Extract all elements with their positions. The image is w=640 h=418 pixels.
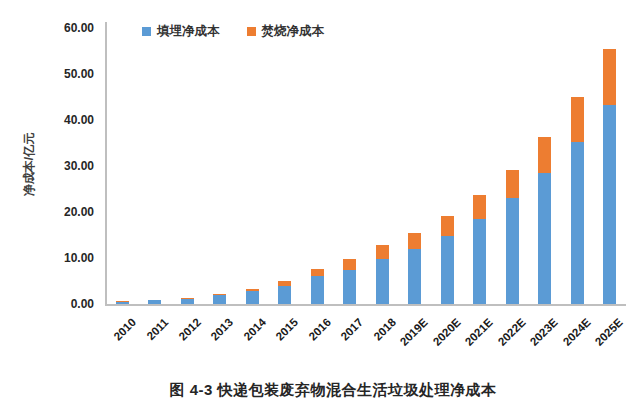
bar-segment-焚烧净成本-2020E bbox=[441, 216, 454, 236]
legend-label: 焚烧净成本 bbox=[262, 23, 325, 40]
x-tick-label-2015: 2015 bbox=[274, 316, 301, 343]
bar-2012 bbox=[181, 298, 194, 304]
bar-segment-焚烧净成本-2024E bbox=[571, 97, 584, 143]
bar-segment-焚烧净成本-2018 bbox=[376, 245, 389, 259]
x-tick-label-2014: 2014 bbox=[241, 316, 268, 343]
x-tick-label-2010: 2010 bbox=[111, 316, 138, 343]
bar-2017 bbox=[343, 259, 356, 304]
bar-2023E bbox=[538, 137, 551, 304]
bar-2020E bbox=[441, 216, 454, 304]
x-tick-label-2025E: 2025E bbox=[593, 316, 625, 348]
bar-segment-填埋净成本-2013 bbox=[213, 295, 226, 304]
bar-segment-填埋净成本-2011 bbox=[148, 300, 161, 304]
y-tick-label: 30.00 bbox=[0, 159, 94, 173]
bar-2015 bbox=[278, 281, 291, 304]
legend-swatch bbox=[142, 27, 151, 36]
bar-segment-填埋净成本-2012 bbox=[181, 299, 194, 305]
x-tick-label-2019E: 2019E bbox=[398, 316, 430, 348]
bar-2022E bbox=[506, 170, 519, 304]
bar-2010 bbox=[116, 301, 129, 304]
bar-segment-填埋净成本-2020E bbox=[441, 236, 454, 305]
bar-2024E bbox=[571, 97, 584, 304]
bar-2016 bbox=[311, 269, 324, 304]
bar-2014 bbox=[246, 289, 259, 304]
chart-figure: 净成本/亿元 0.0010.0020.0030.0040.0050.0060.0… bbox=[0, 0, 640, 418]
x-tick-label-2023E: 2023E bbox=[528, 316, 560, 348]
x-tick-label-2024E: 2024E bbox=[561, 316, 593, 348]
bar-segment-填埋净成本-2018 bbox=[376, 259, 389, 304]
bar-segment-焚烧净成本-2016 bbox=[311, 269, 324, 277]
bar-segment-填埋净成本-2021E bbox=[473, 219, 486, 304]
bar-2018 bbox=[376, 245, 389, 304]
bar-segment-填埋净成本-2015 bbox=[278, 286, 291, 304]
legend-swatch bbox=[247, 27, 256, 36]
x-tick-label-2013: 2013 bbox=[209, 316, 236, 343]
x-tick-label-2018: 2018 bbox=[371, 316, 398, 343]
bar-segment-填埋净成本-2025E bbox=[603, 105, 616, 304]
x-tick-label-2011: 2011 bbox=[144, 316, 170, 342]
bar-segment-焚烧净成本-2019E bbox=[408, 233, 421, 250]
bar-segment-焚烧净成本-2017 bbox=[343, 259, 356, 269]
legend-label: 填埋净成本 bbox=[157, 23, 220, 40]
y-tick-label: 10.00 bbox=[0, 251, 94, 265]
x-tick-label-2017: 2017 bbox=[339, 316, 366, 343]
bar-segment-焚烧净成本-2025E bbox=[603, 49, 616, 105]
bar-segment-焚烧净成本-2022E bbox=[506, 170, 519, 198]
x-tick-label-2021E: 2021E bbox=[463, 316, 495, 348]
bar-segment-填埋净成本-2024E bbox=[571, 142, 584, 304]
bar-2013 bbox=[213, 294, 226, 304]
x-tick-label-2020E: 2020E bbox=[431, 316, 463, 348]
bar-2011 bbox=[148, 300, 161, 304]
bar-segment-填埋净成本-2022E bbox=[506, 198, 519, 304]
bar-segment-填埋净成本-2014 bbox=[246, 291, 259, 304]
x-tick-label-2016: 2016 bbox=[306, 316, 333, 343]
y-tick-label: 0.00 bbox=[0, 297, 94, 311]
bar-segment-焚烧净成本-2021E bbox=[473, 195, 486, 220]
bar-2019E bbox=[408, 233, 421, 304]
bar-segment-填埋净成本-2019E bbox=[408, 249, 421, 304]
bar-2021E bbox=[473, 195, 486, 304]
bar-segment-焚烧净成本-2023E bbox=[538, 137, 551, 174]
bar-segment-填埋净成本-2016 bbox=[311, 276, 324, 304]
x-axis-line bbox=[105, 304, 626, 306]
legend-item-填埋净成本: 填埋净成本 bbox=[142, 23, 220, 40]
x-tick-label-2012: 2012 bbox=[176, 316, 203, 343]
bar-2025E bbox=[603, 49, 616, 304]
figure-caption: 图 4-3 快递包装废弃物混合生活垃圾处理净成本 bbox=[0, 381, 640, 400]
x-tick-label-2022E: 2022E bbox=[496, 316, 528, 348]
bar-segment-填埋净成本-2010 bbox=[116, 302, 129, 304]
y-tick-label: 20.00 bbox=[0, 205, 94, 219]
bar-segment-填埋净成本-2023E bbox=[538, 173, 551, 304]
bar-segment-填埋净成本-2017 bbox=[343, 270, 356, 305]
y-tick-label: 60.00 bbox=[0, 21, 94, 35]
y-axis-line bbox=[105, 22, 107, 305]
legend: 填埋净成本 焚烧净成本 bbox=[142, 23, 324, 40]
y-tick-label: 40.00 bbox=[0, 113, 94, 127]
legend-item-焚烧净成本: 焚烧净成本 bbox=[247, 23, 325, 40]
y-tick-label: 50.00 bbox=[0, 67, 94, 81]
